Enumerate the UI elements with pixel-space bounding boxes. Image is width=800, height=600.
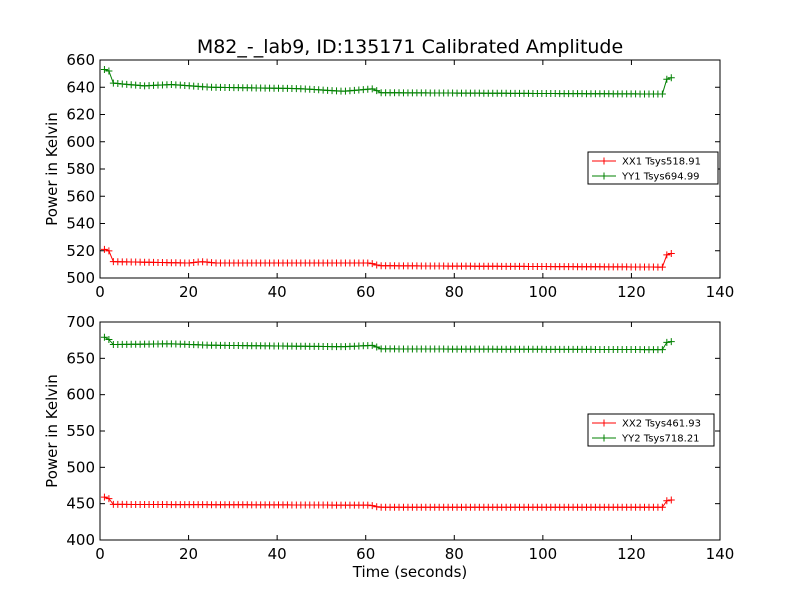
x-tick-label: 80 — [445, 283, 464, 301]
series — [100, 493, 675, 511]
y-tick-label: 450 — [66, 495, 95, 513]
chart-title: M82_-_lab9, ID:135171 Calibrated Amplitu… — [197, 36, 623, 58]
data-point — [658, 263, 666, 271]
x-tick-label: 20 — [179, 545, 198, 563]
data-point — [105, 247, 113, 255]
data-point — [364, 501, 372, 509]
legend: XX2 Tsys461.93 YY2 Tsys718.21 — [587, 413, 715, 447]
legend: XX1 Tsys518.91 YY1 Tsys694.99 — [587, 151, 719, 185]
data-point — [658, 346, 666, 354]
y-tick-label: 620 — [66, 106, 95, 124]
data-point — [663, 75, 671, 83]
data-point — [658, 90, 666, 98]
data-point — [100, 493, 108, 501]
legend-marker — [600, 434, 608, 442]
series — [100, 66, 675, 98]
x-tick-label: 140 — [706, 283, 735, 301]
y-tick-label: 400 — [66, 531, 95, 549]
y-tick-label: 600 — [66, 386, 95, 404]
data-point — [100, 333, 108, 341]
legend-marker — [600, 172, 608, 180]
data-point — [368, 502, 376, 510]
y-tick-label: 700 — [66, 313, 95, 331]
data-point — [368, 85, 376, 93]
data-point — [105, 495, 113, 503]
series — [100, 245, 675, 271]
x-tick-label: 80 — [445, 545, 464, 563]
data-point — [667, 249, 675, 257]
y-tick-label: 560 — [66, 187, 95, 205]
x-tick-label: 100 — [529, 545, 558, 563]
data-point — [368, 260, 376, 268]
data-point — [100, 66, 108, 74]
data-point — [373, 87, 381, 95]
top-panel: 0 20 40 60 80 100 120 140 500 520 540 560 580 600 620 6… — [43, 51, 734, 301]
x-tick-label: 0 — [95, 283, 105, 301]
x-tick-label: 120 — [617, 283, 646, 301]
data-point — [667, 496, 675, 504]
x-tick-label: 120 — [617, 545, 646, 563]
legend-label: YY2 Tsys718.21 — [621, 434, 700, 445]
x-tick-label: 0 — [95, 545, 105, 563]
y-tick-label: 520 — [66, 242, 95, 260]
legend-box — [587, 413, 715, 447]
data-point — [667, 74, 675, 82]
y-tick-label: 540 — [66, 215, 95, 233]
x-tick-label: 20 — [179, 283, 198, 301]
y-axis-label: Power in Kelvin — [43, 112, 61, 226]
y-tick-label: 600 — [66, 133, 95, 151]
data-point — [663, 338, 671, 346]
x-tick-label: 140 — [706, 545, 735, 563]
y-tick-label: 580 — [66, 160, 95, 178]
x-tick-label: 40 — [268, 283, 287, 301]
data-point — [373, 343, 381, 351]
legend-label: XX2 Tsys461.93 — [622, 419, 701, 430]
y-tick-label: 550 — [66, 422, 95, 440]
series — [100, 333, 675, 354]
data-point — [663, 251, 671, 259]
y-tick-label: 640 — [66, 78, 95, 96]
y-tick-label: 660 — [66, 51, 95, 69]
data-point — [105, 67, 113, 75]
legend-box — [587, 151, 719, 185]
data-point — [100, 245, 108, 253]
legend-marker — [600, 419, 608, 427]
x-tick-label: 60 — [356, 545, 375, 563]
x-tick-label: 60 — [356, 283, 375, 301]
legend-label: XX1 Tsys518.91 — [622, 157, 701, 168]
data-point — [373, 503, 381, 511]
bottom-panel: 0 20 40 60 80 100 120 140 400 450 500 550 600 650 700 P… — [43, 313, 734, 563]
x-axis-label: Time (seconds) — [352, 563, 468, 581]
data-point — [373, 261, 381, 269]
data-point — [364, 259, 372, 267]
data-point — [368, 341, 376, 349]
y-tick-label: 650 — [66, 349, 95, 367]
data-point — [105, 335, 113, 343]
x-tick-label: 40 — [268, 545, 287, 563]
legend-label: YY1 Tsys694.99 — [621, 172, 700, 183]
x-tick-label: 100 — [529, 283, 558, 301]
y-axis-label: Power in Kelvin — [43, 374, 61, 488]
legend-marker — [600, 157, 608, 165]
data-point — [663, 497, 671, 505]
data-point — [658, 503, 666, 511]
y-tick-label: 500 — [66, 458, 95, 476]
data-point — [667, 338, 675, 346]
y-tick-label: 500 — [66, 269, 95, 287]
